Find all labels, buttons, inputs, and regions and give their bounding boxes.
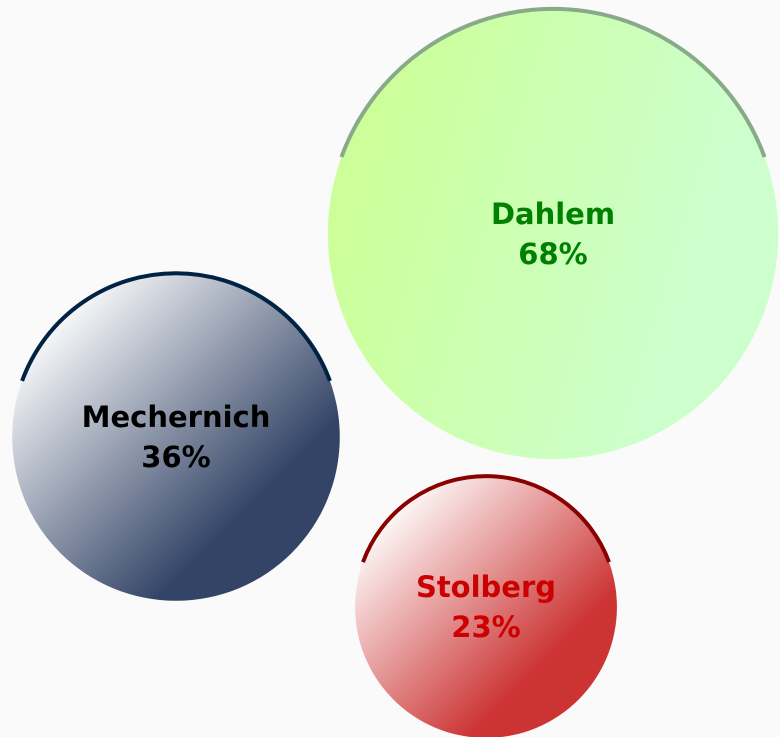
bubble xyxy=(327,8,779,460)
bubble-name: Mechernich xyxy=(82,400,271,434)
bubble-name: Dahlem xyxy=(491,197,615,231)
bubble xyxy=(355,476,617,737)
bubble-value-label: 23% xyxy=(451,610,520,644)
bubble-rim xyxy=(361,474,611,563)
bubble-name: Stolberg xyxy=(416,570,556,604)
bubble-rim xyxy=(20,271,332,382)
bubble-value-label: 36% xyxy=(141,440,210,474)
bubble xyxy=(12,273,340,601)
bubble-rim xyxy=(339,6,767,158)
bubble-value-label: 68% xyxy=(518,237,587,271)
